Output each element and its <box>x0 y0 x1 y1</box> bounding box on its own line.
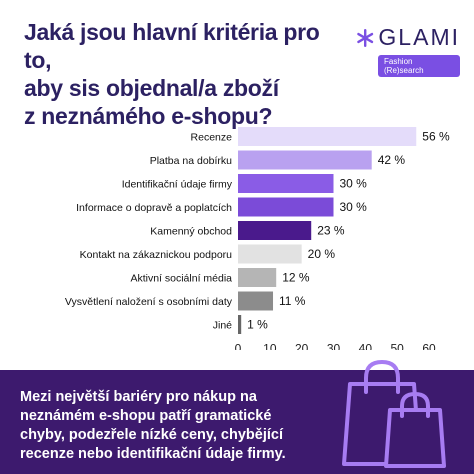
shopping-bags-icon <box>342 360 446 468</box>
value-label-3: 30 % <box>340 200 368 214</box>
bar-2 <box>238 174 334 193</box>
bar-1 <box>238 150 372 170</box>
value-label-1: 42 % <box>378 153 406 167</box>
bar-7 <box>238 291 274 311</box>
x-tick-label-2: 20 <box>295 342 309 351</box>
category-label-8: Jiné <box>213 320 232 332</box>
category-label-2: Identifikační údaje firmy <box>122 179 233 191</box>
title-line-1: Jaká jsou hlavní kritéria pro to, <box>24 19 320 73</box>
bar-chart: Recenze 56 % Platba na dobírku 42 % Identifi… <box>65 127 450 351</box>
logo-wordmark: GLAMI <box>378 24 460 50</box>
x-tick-label-5: 50 <box>390 342 404 351</box>
bar-3 <box>238 197 334 217</box>
x-tick-label-0: 0 <box>235 342 242 351</box>
x-tick-label-3: 30 <box>327 342 341 351</box>
title-line-2: aby sis objednal/a zboží <box>24 75 279 101</box>
value-label-0: 56 % <box>422 130 450 144</box>
value-label-8: 1 % <box>247 318 268 332</box>
value-label-6: 12 % <box>282 271 310 285</box>
value-label-2: 30 % <box>340 177 368 191</box>
bar-6 <box>238 268 277 287</box>
category-label-7: Vysvětlení naložení s osobními daty <box>65 296 233 308</box>
category-label-1: Platba na dobírku <box>150 155 232 167</box>
logo-tagline: Fashion (Re)search <box>378 55 460 77</box>
asterisk-star-icon <box>357 28 374 47</box>
footer-text: Mezi největší bariéry pro nákup na nezná… <box>20 389 286 462</box>
value-label-5: 20 % <box>308 247 336 261</box>
bar-8 <box>238 315 242 334</box>
chart-title: Jaká jsou hlavní kritéria pro to, aby si… <box>24 18 344 130</box>
bar-5 <box>238 244 302 264</box>
value-label-7: 11 % <box>279 294 306 308</box>
title-line-3: z neznámého e-shopu? <box>24 103 273 129</box>
value-label-4: 23 % <box>317 224 345 238</box>
x-tick-label-1: 10 <box>263 342 277 351</box>
category-label-5: Kontakt na zákaznickou podporu <box>80 249 233 261</box>
bar-4 <box>238 221 312 240</box>
glami-logo: GLAMI Fashion (Re)search <box>356 24 460 78</box>
category-label-3: Informace o dopravě a poplatcích <box>76 202 232 214</box>
x-tick-label-4: 40 <box>359 342 373 351</box>
category-label-0: Recenze <box>191 132 233 144</box>
x-tick-label-6: 60 <box>422 342 436 351</box>
category-label-6: Aktivní sociální média <box>130 273 232 285</box>
category-label-4: Kamenný obchod <box>150 226 232 238</box>
bar-0 <box>238 127 417 146</box>
